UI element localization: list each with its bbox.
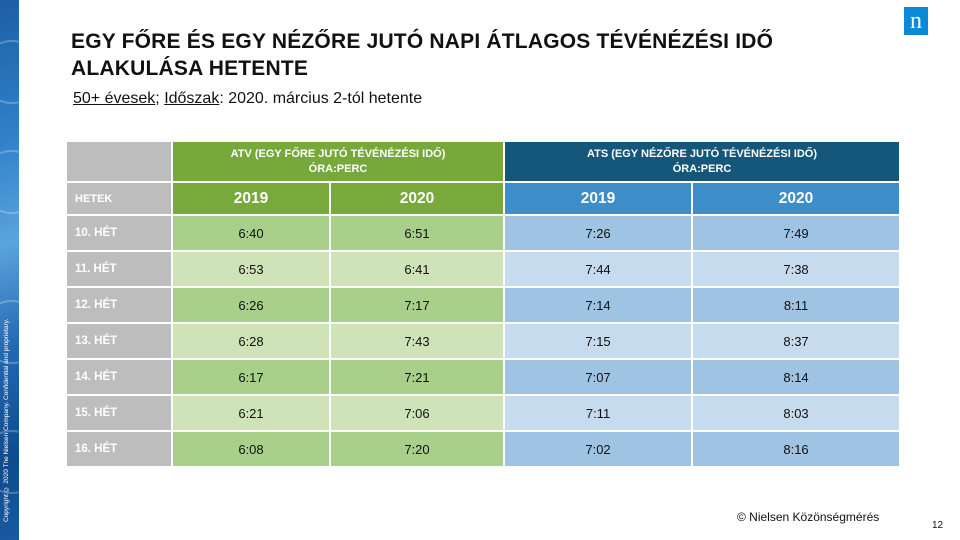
ats-2020-value: 8:11 [693, 288, 900, 324]
atv-year-2020-header: 2020 [331, 183, 506, 216]
ats-2019-value: 7:02 [505, 432, 694, 468]
slide-subtitle: 50+ évesek; Időszak: 2020. március 2-tól… [73, 90, 422, 108]
viewing-time-table: ATV (EGY FŐRE JUTÓ TÉVÉNÉZÉSI IDŐ) ÓRA:P… [67, 142, 900, 468]
table-row: 15. HÉT 6:21 7:06 7:11 8:03 [67, 396, 900, 432]
ats-2020-value: 8:14 [693, 360, 900, 396]
source-credit: © Nielsen Közönségmérés [737, 510, 880, 524]
nielsen-logo-icon: n [904, 7, 928, 35]
ats-group-header: ATS (EGY NÉZŐRE JUTÓ TÉVÉNÉZÉSI IDŐ) ÓRA… [505, 142, 900, 183]
atv-year-2019-header: 2019 [173, 183, 331, 216]
ats-year-2020-header: 2020 [693, 183, 900, 216]
decorative-left-strip: Copyright © 2020 The Nielsen Company. Co… [0, 0, 19, 540]
slide-title: EGY FŐRE ÉS EGY NÉZŐRE JUTÓ NAPI ÁTLAGOS… [71, 30, 774, 80]
week-label: 16. HÉT [67, 432, 173, 468]
table-group-header-row: ATV (EGY FŐRE JUTÓ TÉVÉNÉZÉSI IDŐ) ÓRA:P… [67, 142, 900, 183]
table-row: 13. HÉT 6:28 7:43 7:15 8:37 [67, 324, 900, 360]
atv-header-line2: ÓRA:PERC [308, 162, 368, 175]
table-row: 16. HÉT 6:08 7:20 7:02 8:16 [67, 432, 900, 468]
ats-2020-value: 8:37 [693, 324, 900, 360]
table-corner-cell [67, 142, 173, 183]
week-label: 13. HÉT [67, 324, 173, 360]
table-row: 11. HÉT 6:53 6:41 7:44 7:38 [67, 252, 900, 288]
atv-2020-value: 7:06 [331, 396, 506, 432]
ats-2020-value: 8:16 [693, 432, 900, 468]
weeks-column-header: HETEK [67, 183, 173, 216]
ats-2019-value: 7:07 [505, 360, 694, 396]
ats-2019-value: 7:26 [505, 216, 694, 252]
strip-wave-decoration [0, 430, 19, 494]
week-label: 10. HÉT [67, 216, 173, 252]
atv-group-header: ATV (EGY FŐRE JUTÓ TÉVÉNÉZÉSI IDŐ) ÓRA:P… [173, 142, 506, 183]
page-number: 12 [932, 520, 944, 531]
atv-2020-value: 7:17 [331, 288, 506, 324]
atv-2019-value: 6:26 [173, 288, 331, 324]
ats-2020-value: 7:49 [693, 216, 900, 252]
atv-2020-value: 6:41 [331, 252, 506, 288]
atv-2020-value: 7:21 [331, 360, 506, 396]
ats-2020-value: 7:38 [693, 252, 900, 288]
week-label: 15. HÉT [67, 396, 173, 432]
atv-2019-value: 6:28 [173, 324, 331, 360]
table-row: 14. HÉT 6:17 7:21 7:07 8:14 [67, 360, 900, 396]
week-label: 11. HÉT [67, 252, 173, 288]
ats-header-line2: ÓRA:PERC [672, 162, 732, 175]
atv-2020-value: 7:43 [331, 324, 506, 360]
ats-2019-value: 7:14 [505, 288, 694, 324]
atv-2019-value: 6:08 [173, 432, 331, 468]
table-year-header-row: HETEK 2019 2020 2019 2020 [67, 183, 900, 216]
group-label: 50+ évesek [73, 90, 156, 107]
period-value: : 2020. március 2-tól hetente [219, 90, 423, 107]
copyright-notice: Copyright © 2020 The Nielsen Company. Co… [3, 318, 10, 522]
atv-2020-value: 7:20 [331, 432, 506, 468]
table-row: 12. HÉT 6:26 7:17 7:14 8:11 [67, 288, 900, 324]
subtitle-separator: ; [155, 90, 160, 107]
ats-2019-value: 7:11 [505, 396, 694, 432]
period-label: Időszak [164, 90, 220, 107]
week-label: 12. HÉT [67, 288, 173, 324]
strip-wave-decoration [0, 40, 19, 104]
atv-2019-value: 6:21 [173, 396, 331, 432]
week-label: 14. HÉT [67, 360, 173, 396]
strip-wave-decoration [0, 300, 19, 364]
ats-2020-value: 8:03 [693, 396, 900, 432]
atv-2019-value: 6:17 [173, 360, 331, 396]
ats-2019-value: 7:15 [505, 324, 694, 360]
atv-2020-value: 6:51 [331, 216, 506, 252]
ats-header-line1: ATS (EGY NÉZŐRE JUTÓ TÉVÉNÉZÉSI IDŐ) [587, 147, 818, 160]
strip-wave-decoration [0, 150, 19, 214]
atv-2019-value: 6:53 [173, 252, 331, 288]
table-row: 10. HÉT 6:40 6:51 7:26 7:49 [67, 216, 900, 252]
atv-header-line1: ATV (EGY FŐRE JUTÓ TÉVÉNÉZÉSI IDŐ) [230, 147, 446, 160]
ats-year-2019-header: 2019 [505, 183, 694, 216]
ats-2019-value: 7:44 [505, 252, 694, 288]
atv-2019-value: 6:40 [173, 216, 331, 252]
